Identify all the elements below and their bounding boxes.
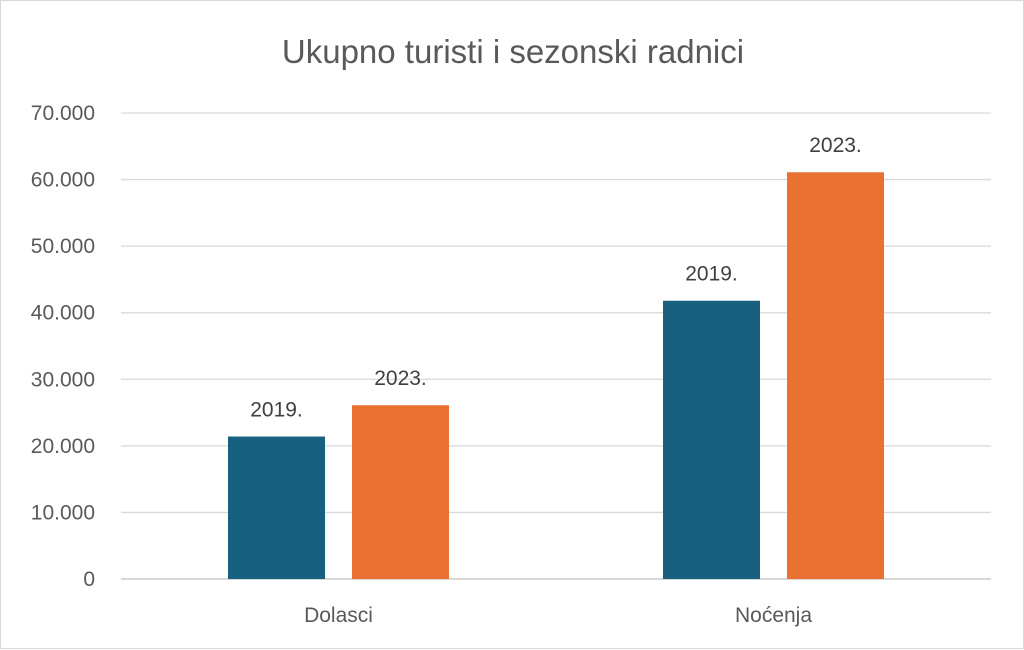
y-tick-label: 50.000 [31,235,95,258]
bar [663,300,760,579]
data-labels: 2019. 2023. 2019. 2023. [250,134,862,421]
y-tick-label: 30.000 [31,368,95,391]
data-label: 2023. [374,367,427,390]
y-tick-label: 60.000 [31,169,95,192]
chart-title: Ukupno turisti i sezonski radnici [282,33,744,70]
data-label: 2019. [685,263,738,286]
x-category-label: Noćenja [735,604,812,627]
x-axis-categories: Dolasci Noćenja [304,604,812,627]
bars [228,172,884,579]
data-label: 2019. [250,399,303,422]
y-axis-ticks: 0 10.000 20.000 30.000 40.000 50.000 60.000 70.… [31,102,95,591]
x-category-label: Dolasci [304,604,373,627]
y-tick-label: 70.000 [31,102,95,125]
data-label: 2023. [809,134,862,157]
y-tick-label: 40.000 [31,302,95,325]
y-tick-label: 20.000 [31,435,95,458]
bar [228,436,325,579]
y-tick-label: 10.000 [31,501,95,524]
bar [787,172,884,579]
y-tick-label: 0 [83,568,95,591]
bar [352,405,449,579]
